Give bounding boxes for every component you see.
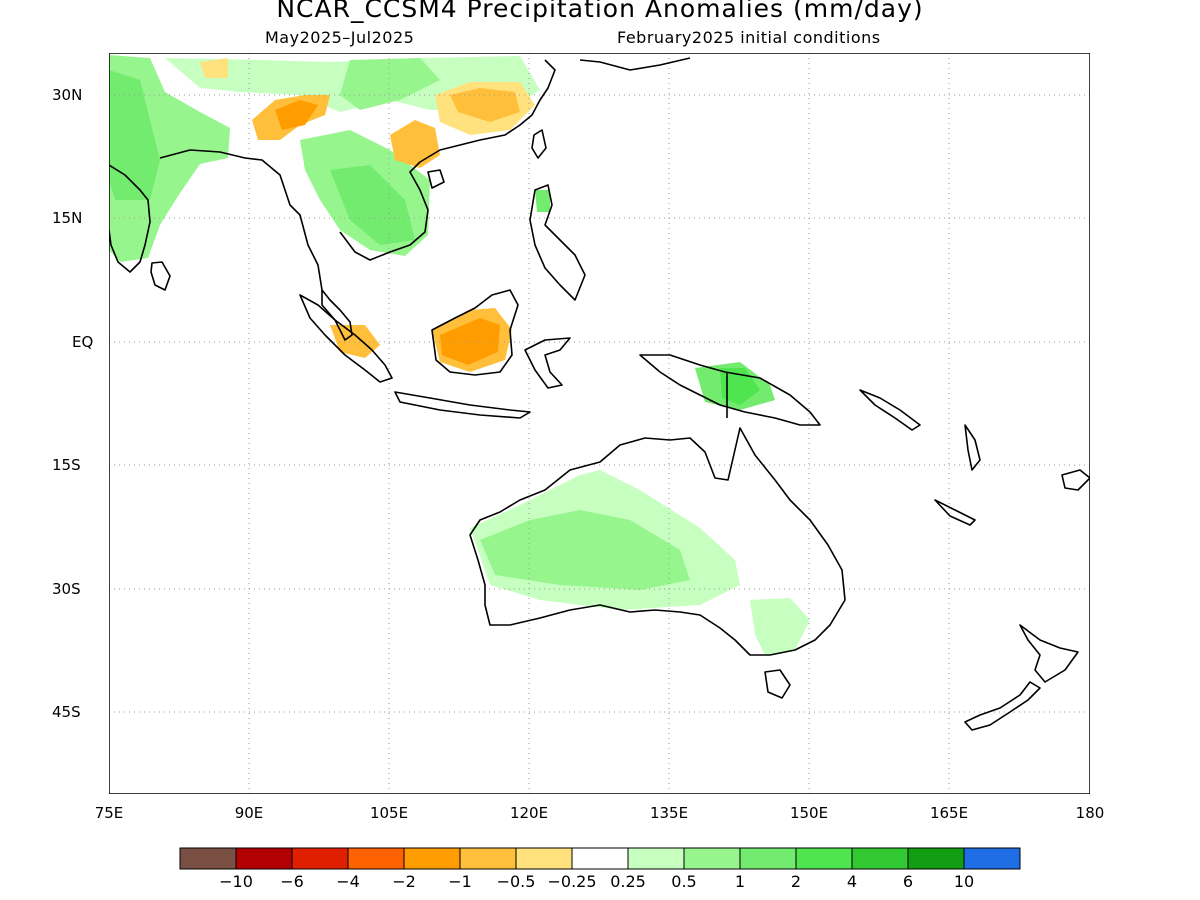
initial-conditions: February2025 initial conditions [617,28,881,47]
lat-label-eq: EQ [72,333,94,351]
new-guinea-wet-core [720,368,760,405]
sri-lanka [150,261,171,291]
lon-label-165e: 165E [929,804,969,822]
korea-japan-coast [579,57,691,71]
colorbar-label: −10 [219,872,253,891]
lon-label-90e: 90E [234,804,264,822]
colorbar-swatch [291,847,349,870]
colorbar-label: −0.5 [496,872,536,891]
lon-label-105e: 105E [369,804,409,822]
new-caledonia [934,499,976,526]
vanuatu-islands [964,424,981,471]
yangtze-dry-core [450,88,520,122]
java-island [394,391,531,419]
lon-label-120e: 120E [509,804,549,822]
philippines-wet [535,190,550,212]
tibet-wet-core [340,58,440,110]
colorbar-label: −0.25 [547,872,597,891]
malay-peninsula [321,289,353,341]
colorbar-swatch [235,847,293,870]
tasmania-island [764,669,791,699]
map-title: NCAR_CCSM4 Precipitation Anomalies (mm/d… [276,0,924,23]
philippines-islands [529,184,586,301]
lat-label-45s: 45S [52,703,81,721]
burma-dry-core [275,100,318,130]
new-zealand-north [1019,624,1079,683]
new-guinea-island [639,354,821,426]
colorbar-label: −2 [392,872,416,891]
colorbar-label: −6 [280,872,304,891]
lon-label-135e: 135E [649,804,689,822]
colorbar-swatch [963,847,1021,870]
coastlines [109,57,1090,731]
colorbar-swatch [459,847,517,870]
colorbar-label: 0.25 [610,872,646,891]
mainland-sea-wet-core [330,165,415,245]
colorbar-swatch [515,847,573,870]
fiji-islands [1061,469,1090,491]
se-australia-wet [750,598,810,655]
indochina-coast [339,59,556,261]
hainan-island [427,169,445,189]
solomon-islands [859,389,921,431]
colorbar-swatch [179,847,237,870]
india-coast [109,164,151,273]
lat-label-30n: 30N [52,86,83,104]
lat-label-30s: 30S [52,580,81,598]
new-zealand-south [964,681,1041,731]
lat-label-15s: 15S [52,456,81,474]
colorbar-swatch [571,847,629,870]
australia-coast [469,427,846,656]
colorbar-label: 2 [790,872,802,891]
colorbar-label: 1 [734,872,746,891]
borneo-dry-core [440,318,500,365]
sulawesi-island [524,337,571,389]
borneo-island [431,289,519,376]
colorbar-swatch [795,847,853,870]
colorbar-swatch [627,847,685,870]
colorbar-label: 10 [953,872,975,891]
north-dry-patch [200,58,228,78]
colorbar-label: 4 [846,872,858,891]
graticule [109,53,1090,794]
lon-label-75e: 75E [94,804,124,822]
india-wet-core [109,70,160,200]
colorbar-swatch [683,847,741,870]
bengal-coast [159,149,323,291]
colorbar-label: −1 [448,872,472,891]
colorbar-swatch [403,847,461,870]
precipitation-anomaly-map [109,53,1090,794]
australia-wet-mid [480,510,690,590]
colorbar-swatch [739,847,797,870]
lat-label-15n: 15N [52,209,83,227]
sumatra-island [299,294,393,383]
colorbar-swatch [347,847,405,870]
lon-label-180: 180 [1075,804,1105,822]
colorbar-label: 6 [902,872,914,891]
forecast-period: May2025–Jul2025 [265,28,415,47]
lon-label-150e: 150E [789,804,829,822]
colorbar-label: 0.5 [671,872,697,891]
colorbar-label: −4 [336,872,360,891]
colorbar-swatch [851,847,909,870]
colorbar-swatch [907,847,965,870]
south-china-dry [390,120,440,168]
anomaly-fill-layer [109,55,810,655]
taiwan-island [531,129,547,159]
